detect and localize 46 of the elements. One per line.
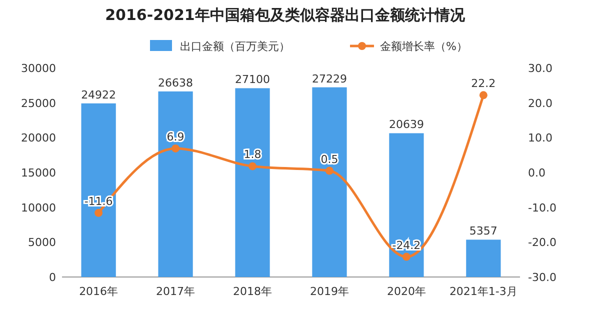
chart-title: 2016-2021年中国箱包及类似容器出口金额统计情况: [105, 6, 466, 24]
x-tick-label: 2017年: [156, 285, 196, 298]
x-tick-label: 2018年: [233, 285, 272, 298]
bar: [235, 88, 270, 277]
y2-tick-label: -10.0: [528, 201, 556, 214]
y2-tick-label: -30.0: [528, 271, 556, 284]
bar: [466, 240, 501, 277]
data-label: 0.5: [320, 152, 338, 166]
bar: [389, 133, 424, 277]
y-tick-label: 30000: [21, 62, 56, 75]
y-tick-label: 10000: [21, 201, 56, 214]
point: [479, 91, 488, 100]
point: [402, 252, 410, 261]
point: [172, 144, 180, 152]
y2-tick-label: -20.0: [528, 236, 556, 250]
data-label: -24.2: [392, 238, 421, 252]
y-tick-label: 15000: [21, 166, 56, 180]
data-label: 27100: [235, 73, 270, 86]
legend-label: 出口金额（百万美元）: [180, 40, 290, 53]
data-label: 5357: [469, 224, 498, 238]
bar: [81, 103, 116, 277]
data-label: 20639: [388, 118, 424, 132]
x-tick-label: 2019年: [310, 285, 349, 298]
x-tick-label: 2021年1-3月: [449, 285, 518, 298]
data-label: 1.8: [244, 148, 262, 162]
y2-tick-label: 30.0: [528, 62, 552, 75]
legend-label: 金额增长率（%）: [380, 40, 468, 53]
data-label: 27229: [312, 72, 347, 86]
data-label: 26638: [158, 76, 194, 90]
point: [248, 162, 257, 170]
point: [94, 208, 103, 217]
y2-tick-label: 10.0: [528, 132, 552, 145]
data-label: 24922: [81, 88, 116, 102]
y-tick-label: 0: [49, 271, 56, 284]
y2-tick-label: 20.0: [528, 96, 552, 110]
data-label: 6.9: [166, 130, 184, 144]
x-tick-label: 2020年: [386, 285, 426, 298]
x-tick-label: 2016年: [79, 285, 118, 298]
y-tick-label: 20000: [21, 132, 56, 145]
bar: [158, 91, 193, 277]
y-tick-label: 25000: [21, 96, 56, 110]
y2-tick-label: 0.0: [528, 166, 546, 180]
data-label: 22.2: [471, 77, 496, 90]
y-tick-label: 5000: [28, 236, 56, 250]
bar: [312, 87, 347, 277]
point: [325, 166, 334, 175]
